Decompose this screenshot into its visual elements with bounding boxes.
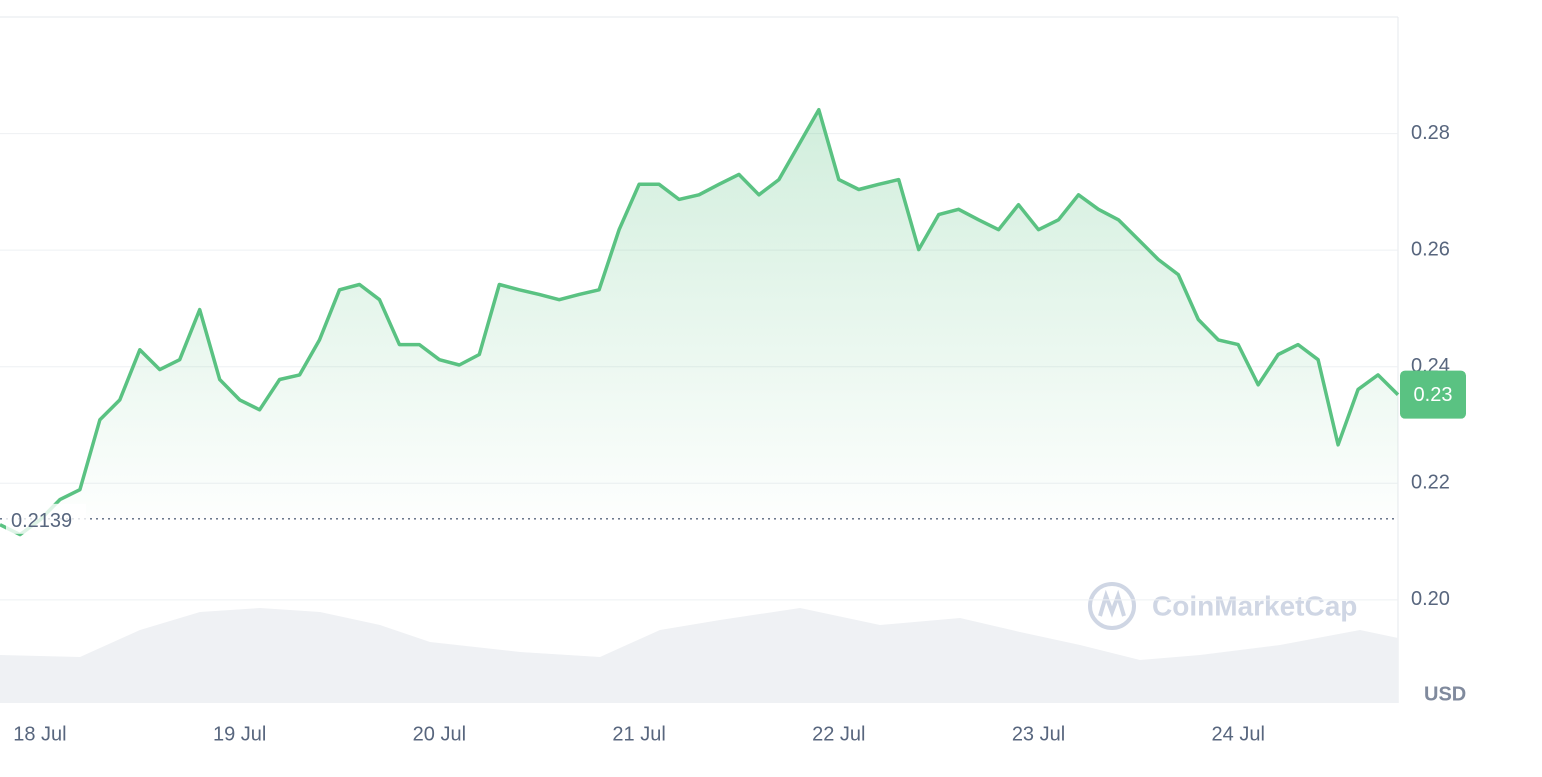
- baseline-label: 0.2139: [11, 510, 72, 532]
- watermark-logo: [1088, 582, 1136, 630]
- x-tick-label: 20 Jul: [413, 723, 466, 745]
- x-tick-label: 23 Jul: [1012, 723, 1065, 745]
- y-tick-label: 0.22: [1411, 472, 1450, 494]
- baseline-label-bg: [6, 503, 86, 534]
- y-tick-label: 0.20: [1411, 588, 1450, 610]
- watermark: CoinMarketCap: [1152, 590, 1357, 621]
- x-tick-label: 19 Jul: [213, 723, 266, 745]
- x-tick-label: 24 Jul: [1212, 723, 1265, 745]
- y-unit: USD: [1424, 683, 1466, 705]
- price-line: [0, 107, 1400, 537]
- x-tick-label: 22 Jul: [812, 723, 865, 745]
- y-tick-label: 0.26: [1411, 238, 1450, 260]
- x-tick-label: 18 Jul: [13, 723, 66, 745]
- price-badge-label: 0.23: [1414, 384, 1453, 406]
- y-tick-label: 0.28: [1411, 122, 1450, 144]
- area: [0, 109, 1398, 535]
- volume-area: [0, 608, 1398, 703]
- x-tick-label: 21 Jul: [612, 723, 665, 745]
- price-badge: [1400, 370, 1466, 419]
